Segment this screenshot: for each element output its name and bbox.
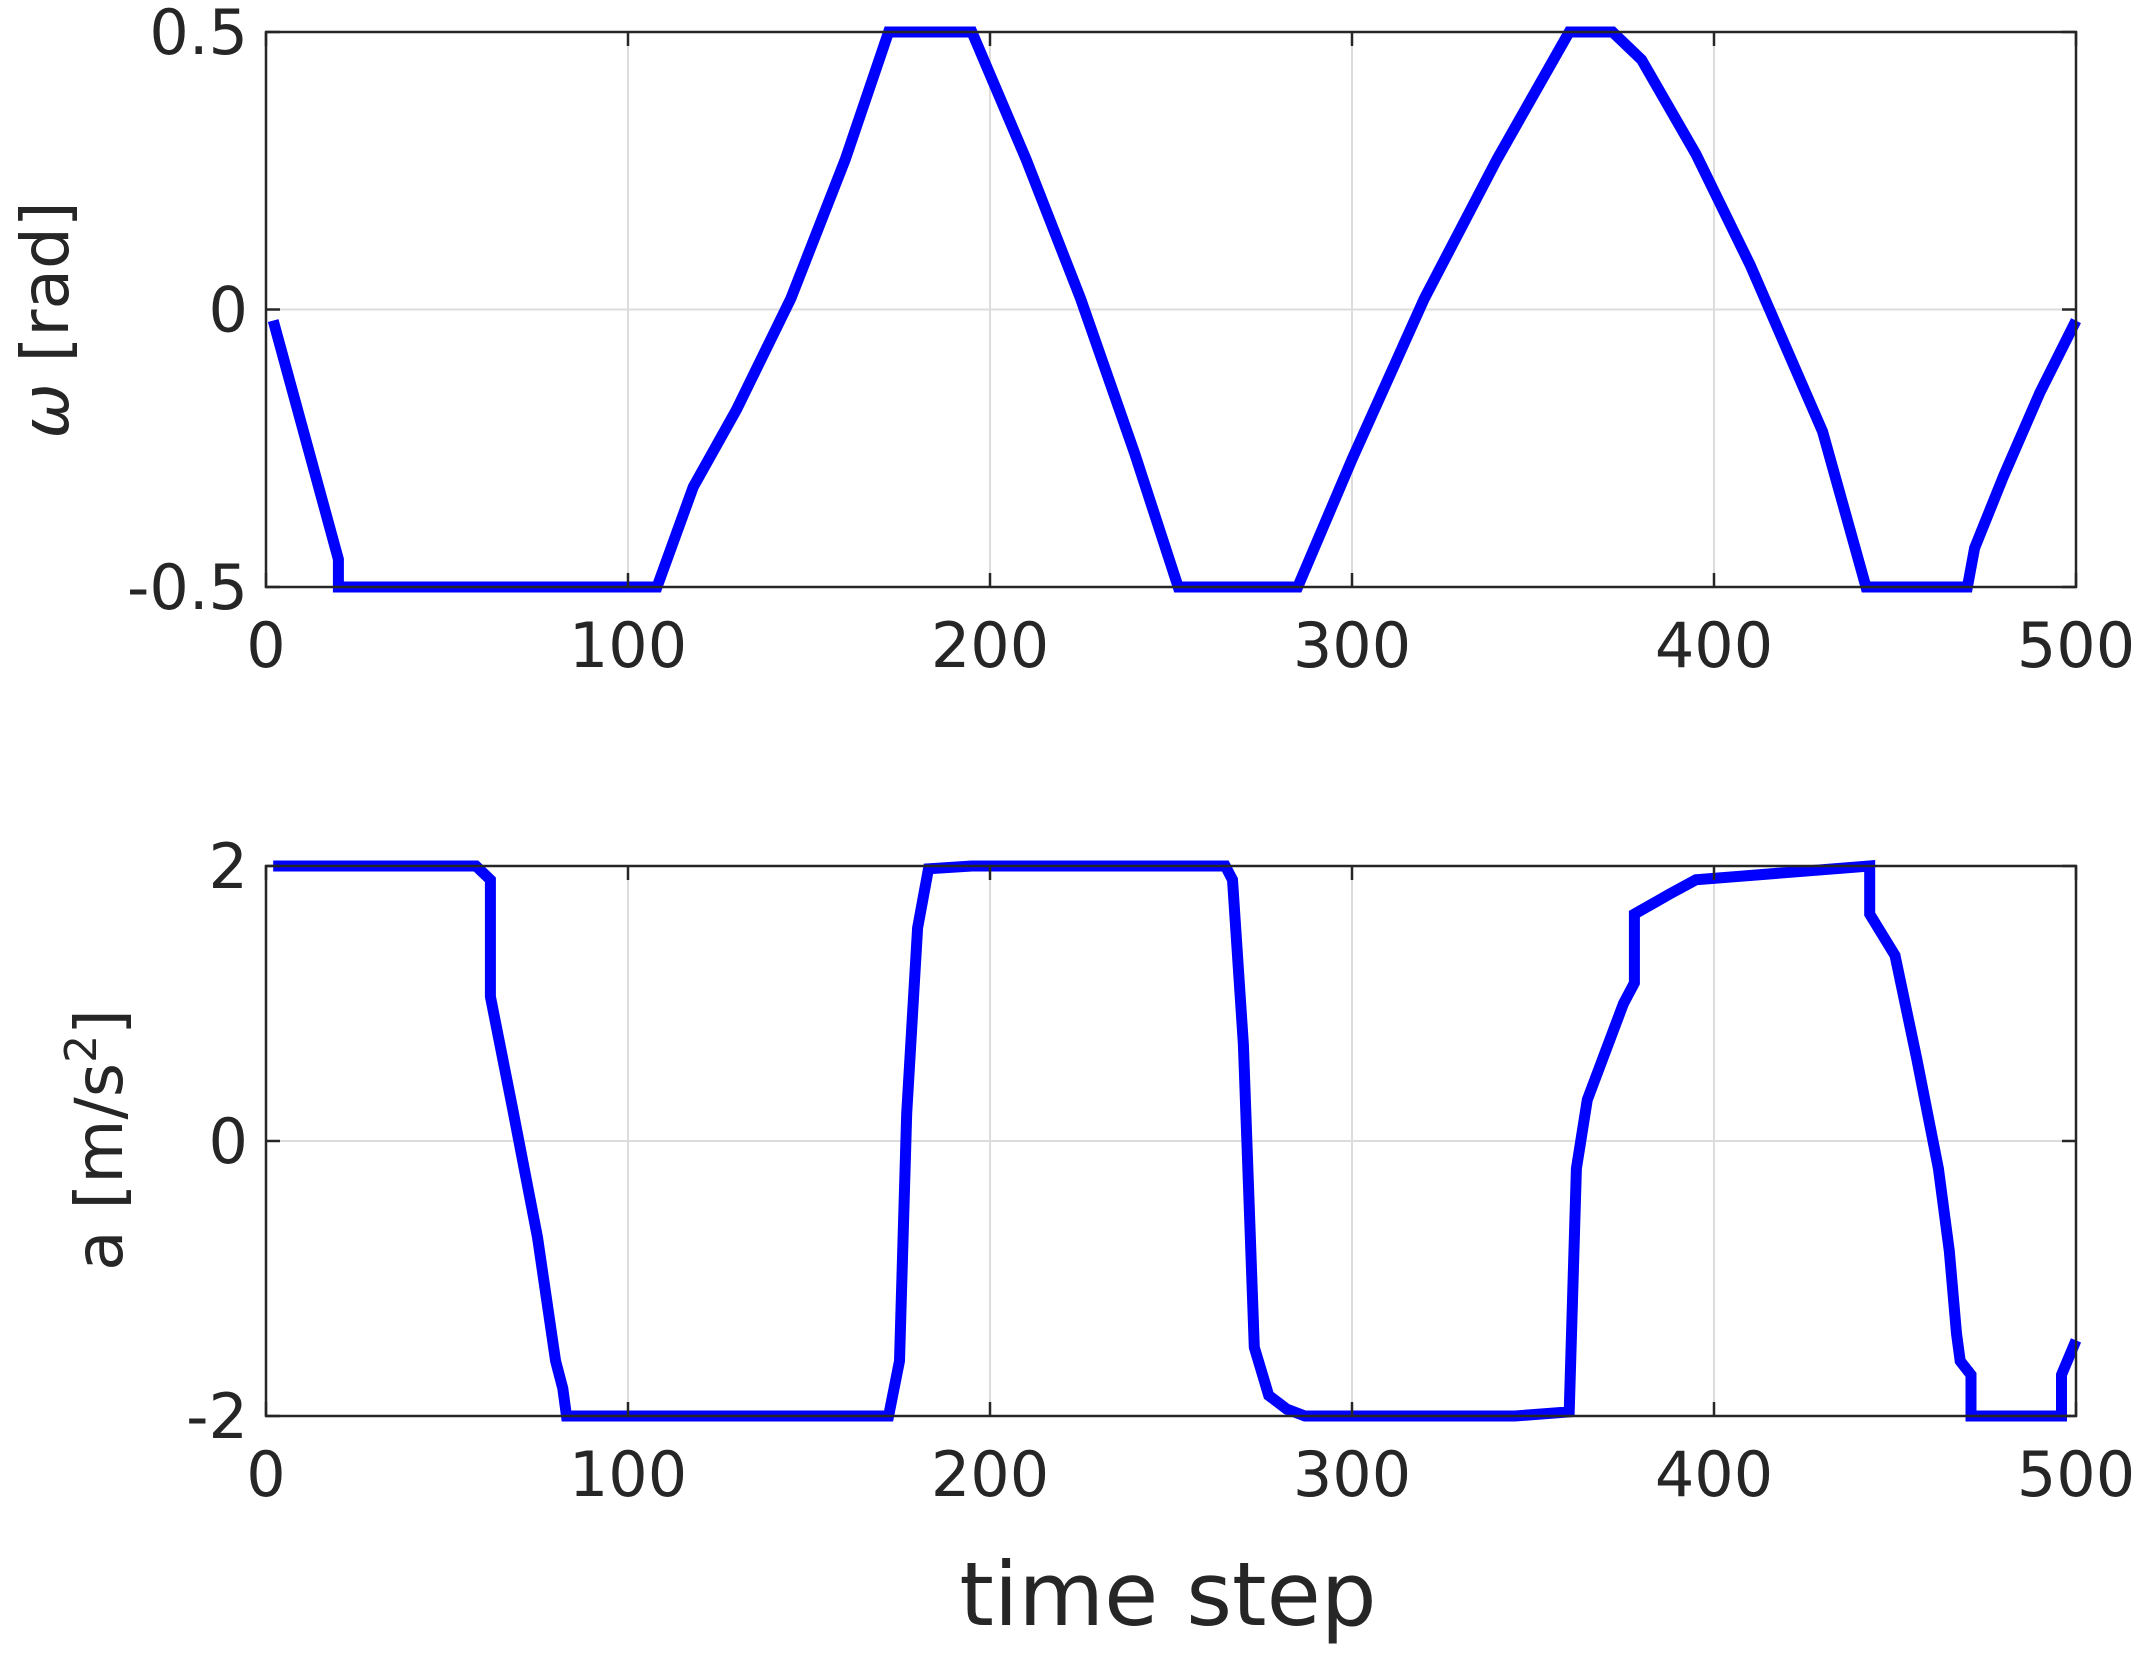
y-tick-label: 0 — [209, 274, 248, 347]
x-tick-label: 100 — [569, 609, 687, 682]
x-tick-label: 300 — [1293, 609, 1411, 682]
x-tick-label: 0 — [246, 1438, 285, 1511]
x-tick-label: 400 — [1655, 1438, 1773, 1511]
omega-panel: 0 100 200 300 400 500-0.500.5ω [rad] — [7, 0, 2135, 682]
x-tick-label: 500 — [2017, 1438, 2135, 1511]
x-tick-label: 300 — [1293, 1438, 1411, 1511]
x-tick-label: 200 — [931, 609, 1049, 682]
x-tick-label: 0 — [246, 609, 285, 682]
x-axis-label: time step — [959, 1543, 1376, 1646]
y-tick-label: 0.5 — [149, 0, 248, 69]
y-tick-label: 2 — [209, 830, 248, 903]
x-tick-label: 500 — [2017, 609, 2135, 682]
y-tick-label: -0.5 — [127, 551, 248, 624]
x-tick-label: 100 — [569, 1438, 687, 1511]
x-tick-label: 400 — [1655, 609, 1773, 682]
y-tick-label: -2 — [186, 1380, 248, 1453]
x-tick-label: 200 — [931, 1438, 1049, 1511]
acceleration-y-axis-label: a [m/s2] — [56, 1009, 138, 1271]
y-tick-label: 0 — [209, 1105, 248, 1178]
omega-y-axis-label: ω [rad] — [7, 201, 84, 438]
